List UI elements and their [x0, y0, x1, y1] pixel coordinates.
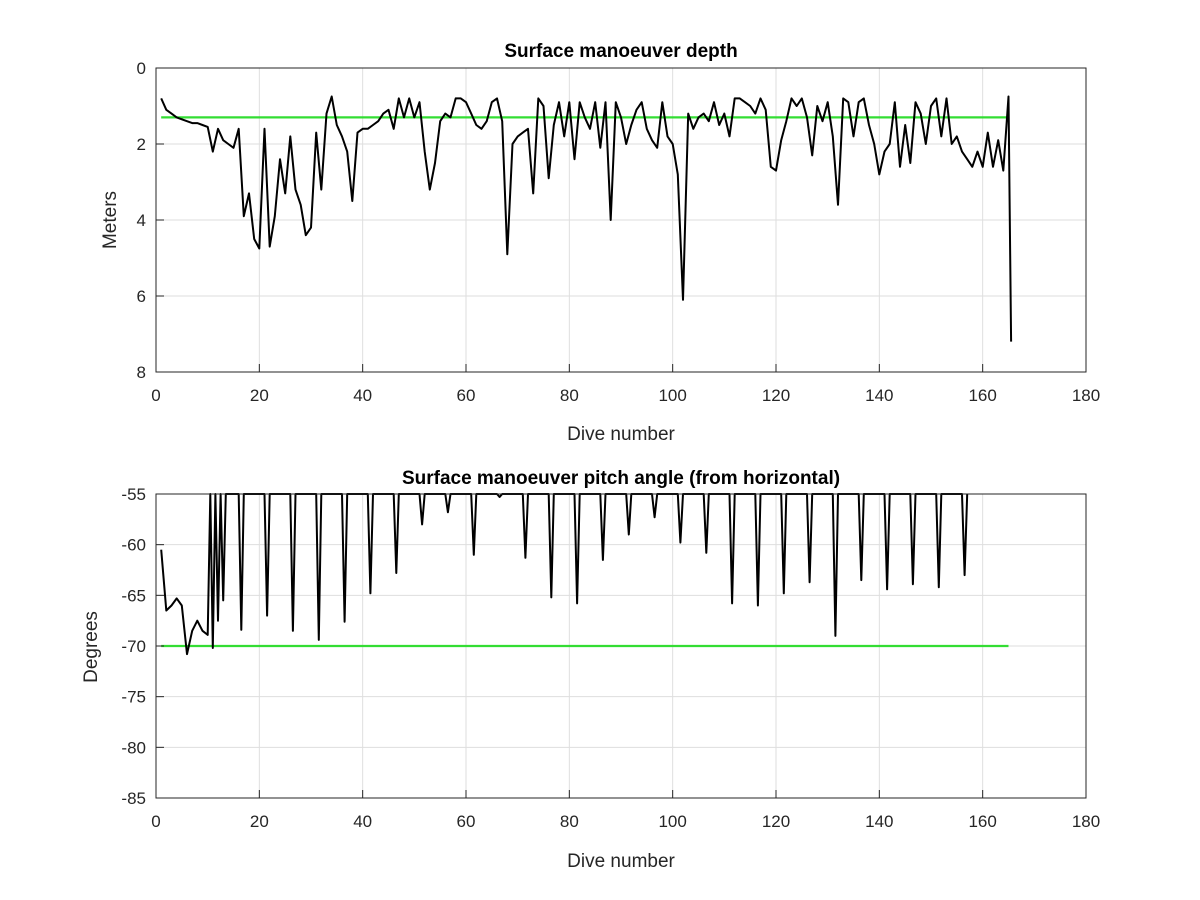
- depth-y-tick-label: 4: [137, 211, 146, 230]
- depth-x-tick-label: 60: [457, 386, 476, 405]
- pitch-x-tick-label: 100: [658, 812, 686, 831]
- depth-x-tick-label: 140: [865, 386, 893, 405]
- pitch-chart-title: Surface manoeuver pitch angle (from hori…: [402, 468, 840, 489]
- depth-x-tick-label: 80: [560, 386, 579, 405]
- depth-series-line: [160, 95, 1013, 342]
- depth-x-tick-label: 180: [1072, 386, 1100, 405]
- pitch-x-tick-label: 160: [968, 812, 996, 831]
- pitch-y-tick-label: -55: [121, 485, 146, 504]
- depth-x-tick-label: 160: [968, 386, 996, 405]
- pitch-x-axis-label: Dive number: [567, 851, 675, 872]
- depth-x-tick-label: 100: [658, 386, 686, 405]
- pitch-y-tick-label: -75: [121, 688, 146, 707]
- pitch-y-ticks: -55 -60 -65 -70 -75 -80 -85: [121, 485, 164, 808]
- depth-chart-title: Surface manoeuver depth: [504, 41, 737, 62]
- depth-x-axis-label: Dive number: [567, 424, 675, 445]
- depth-y-tick-label: 0: [137, 59, 146, 78]
- pitch-x-tick-label: 60: [457, 812, 476, 831]
- depth-y-ticks: 0 2 4 6 8: [137, 59, 164, 382]
- depth-x-tick-label: 120: [762, 386, 790, 405]
- pitch-y-tick-label: -85: [121, 789, 146, 808]
- depth-y-tick-label: 2: [137, 135, 146, 154]
- pitch-y-tick-label: -80: [121, 738, 146, 757]
- pitch-y-tick-label: -70: [121, 637, 146, 656]
- pitch-x-tick-label: 180: [1072, 812, 1100, 831]
- depth-plot: 0 20 40 60 80 100 120 140 160 180 0 2 4 6 8 Surface m…: [100, 41, 1100, 445]
- depth-y-tick-label: 6: [137, 287, 146, 306]
- depth-y-axis-label: Meters: [100, 191, 121, 249]
- pitch-x-tick-label: 20: [250, 812, 269, 831]
- depth-y-tick-label: 8: [137, 363, 146, 382]
- pitch-y-axis-label: Degrees: [81, 611, 102, 683]
- depth-x-ticks: 0 20 40 60 80 100 120 140 160 180: [151, 364, 1100, 405]
- pitch-x-tick-label: 40: [353, 812, 372, 831]
- depth-x-tick-label: 0: [151, 386, 160, 405]
- depth-gridlines: [156, 68, 1086, 372]
- pitch-y-tick-label: -65: [121, 586, 146, 605]
- depth-x-tick-label: 40: [353, 386, 372, 405]
- pitch-x-tick-label: 0: [151, 812, 160, 831]
- pitch-x-ticks: 0 20 40 60 80 100 120 140 160 180: [151, 790, 1100, 831]
- pitch-plot: 0 20 40 60 80 100 120 140 160 180 -55 -60 -65 -70 -75…: [81, 468, 1100, 872]
- depth-x-tick-label: 20: [250, 386, 269, 405]
- pitch-x-tick-label: 140: [865, 812, 893, 831]
- pitch-x-tick-label: 80: [560, 812, 579, 831]
- pitch-x-tick-label: 120: [762, 812, 790, 831]
- pitch-y-tick-label: -60: [121, 536, 146, 555]
